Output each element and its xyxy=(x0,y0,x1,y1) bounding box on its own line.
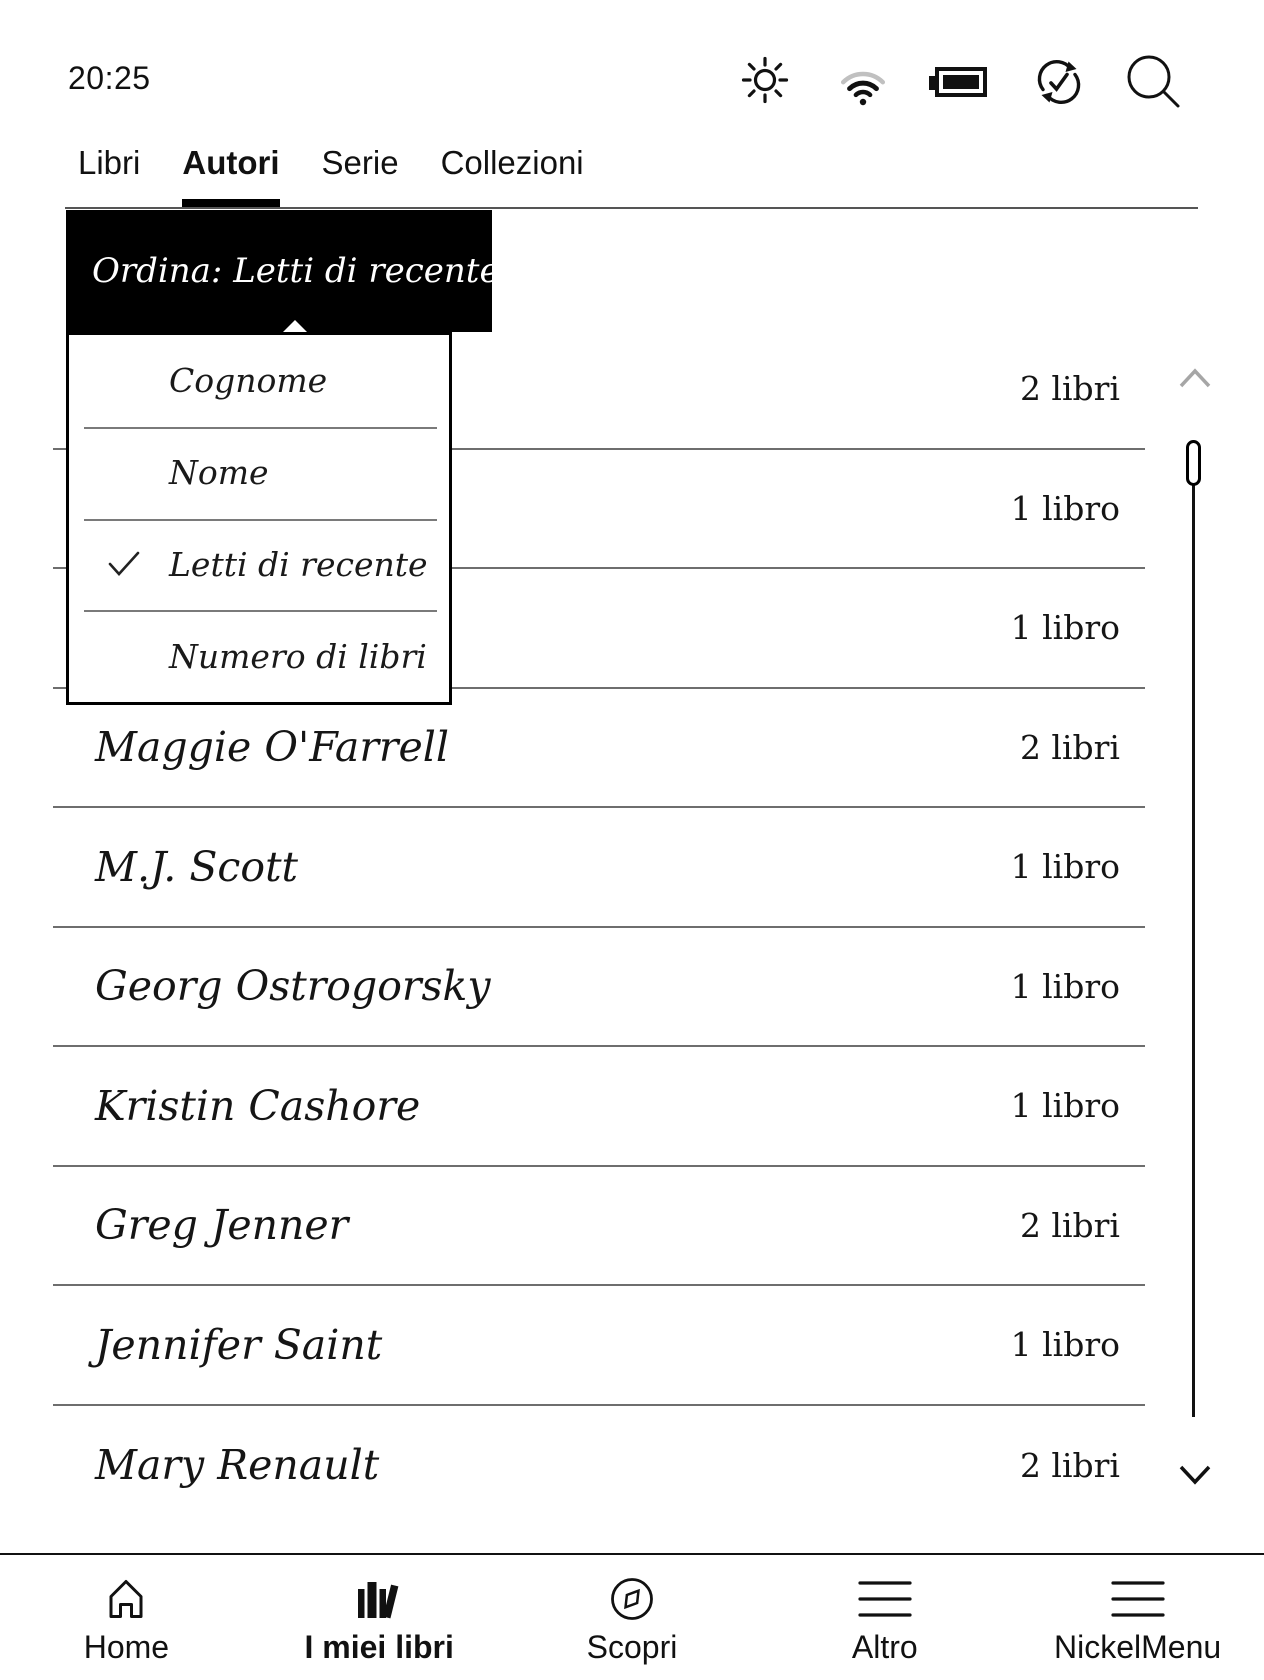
author-row[interactable]: 1 libro xyxy=(53,450,1145,569)
author-name: Jennifer Saint xyxy=(95,1320,383,1369)
author-row[interactable]: 1 libro xyxy=(53,569,1145,689)
sort-option-label: Cognome xyxy=(169,361,328,401)
sort-option-letti-di-recente[interactable]: Letti di recente xyxy=(69,518,449,611)
author-row[interactable]: Kristin Cashore 1 libro xyxy=(53,1047,1145,1167)
author-row[interactable]: Georg Ostrogorsky 1 libro xyxy=(53,928,1145,1047)
book-count: 2 libri xyxy=(1019,1205,1120,1245)
book-count: 1 libro xyxy=(1010,966,1120,1006)
compass-icon xyxy=(611,1578,653,1620)
nav-label: Home xyxy=(83,1629,170,1665)
book-count: 1 libro xyxy=(1010,608,1120,648)
scroll-down-icon[interactable] xyxy=(1179,1462,1211,1488)
book-count: 1 libro xyxy=(1010,1325,1120,1365)
book-count: 2 libri xyxy=(1019,727,1120,767)
sort-dropdown-button[interactable]: Ordina: Letti di recente xyxy=(66,210,500,332)
bottom-nav: Home I miei libri Scopri Altro xyxy=(0,1553,1264,1680)
author-name: Greg Jenner xyxy=(95,1201,349,1250)
author-row[interactable]: Maggie O'Farrell 2 libri xyxy=(53,689,1145,808)
sort-option-cognome[interactable]: Cognome xyxy=(69,335,449,427)
author-row[interactable]: M.J. Scott 1 libro xyxy=(53,808,1145,928)
status-clock: 20:25 xyxy=(68,60,151,96)
book-count: 2 libri xyxy=(1019,369,1120,409)
author-name: Kristin Cashore xyxy=(95,1081,421,1130)
menu-lines-icon xyxy=(858,1581,912,1617)
nav-label: Altro xyxy=(851,1629,918,1665)
author-name: M.J. Scott xyxy=(95,842,299,891)
author-name: Georg Ostrogorsky xyxy=(95,962,491,1011)
search-icon[interactable] xyxy=(1122,52,1184,114)
author-row[interactable]: Mary Renault 2 libri xyxy=(53,1406,1145,1526)
tab-serie[interactable]: Serie xyxy=(321,144,399,181)
sort-option-label: Nome xyxy=(169,453,269,493)
check-icon xyxy=(107,550,141,578)
tab-libri[interactable]: Libri xyxy=(78,144,141,181)
book-count: 2 libri xyxy=(1019,1445,1120,1485)
nav-item-i-miei-libri[interactable]: I miei libri xyxy=(253,1555,506,1680)
author-row[interactable]: 2 libri xyxy=(53,330,1145,450)
tabs-divider xyxy=(65,207,1198,209)
sort-option-label: Numero di libri xyxy=(169,636,427,676)
author-name: Mary Renault xyxy=(95,1441,380,1490)
author-row[interactable]: Jennifer Saint 1 libro xyxy=(53,1286,1145,1406)
menu-lines-icon xyxy=(1110,1581,1165,1617)
nav-item-scopri[interactable]: Scopri xyxy=(506,1555,759,1680)
sync-icon[interactable] xyxy=(1034,56,1084,108)
library-tabs: Libri Autori Serie Collezioni xyxy=(78,146,584,207)
tab-autori[interactable]: Autori xyxy=(182,146,280,207)
book-count: 1 libro xyxy=(1010,1086,1120,1126)
sort-option-label: Letti di recente xyxy=(169,544,428,584)
battery-icon xyxy=(926,63,990,101)
scrollbar-thumb[interactable] xyxy=(1186,440,1201,486)
scrollbar-track[interactable] xyxy=(1192,484,1195,1417)
nav-label: NickelMenu xyxy=(1054,1629,1222,1665)
sort-option-numero-di-libri[interactable]: Numero di libri xyxy=(69,610,449,702)
author-row[interactable]: Greg Jenner 2 libri xyxy=(53,1167,1145,1286)
author-name: Maggie O'Farrell xyxy=(95,723,450,772)
nav-label: Scopri xyxy=(586,1629,678,1665)
sort-menu: Cognome Nome Letti di recente Numero di … xyxy=(66,332,452,705)
dropdown-notch xyxy=(283,320,307,332)
wifi-icon[interactable] xyxy=(834,58,892,106)
author-list: 2 libri 1 libro 1 libro Maggie O'Farrell… xyxy=(53,330,1145,1525)
books-icon xyxy=(358,1582,399,1619)
nav-item-altro[interactable]: Altro xyxy=(758,1555,1011,1680)
home-icon xyxy=(109,1580,143,1618)
brightness-icon[interactable] xyxy=(740,55,790,105)
nav-label: I miei libri xyxy=(304,1629,454,1665)
nav-item-home[interactable]: Home xyxy=(0,1555,253,1680)
nav-item-nickelmenu[interactable]: NickelMenu xyxy=(1011,1555,1264,1680)
book-count: 1 libro xyxy=(1010,488,1120,528)
sort-option-nome[interactable]: Nome xyxy=(69,426,449,519)
book-count: 1 libro xyxy=(1010,847,1120,887)
sort-dropdown-label: Ordina: Letti di recente xyxy=(92,251,500,291)
tab-collezioni[interactable]: Collezioni xyxy=(440,144,584,181)
scroll-up-icon[interactable] xyxy=(1179,366,1211,392)
